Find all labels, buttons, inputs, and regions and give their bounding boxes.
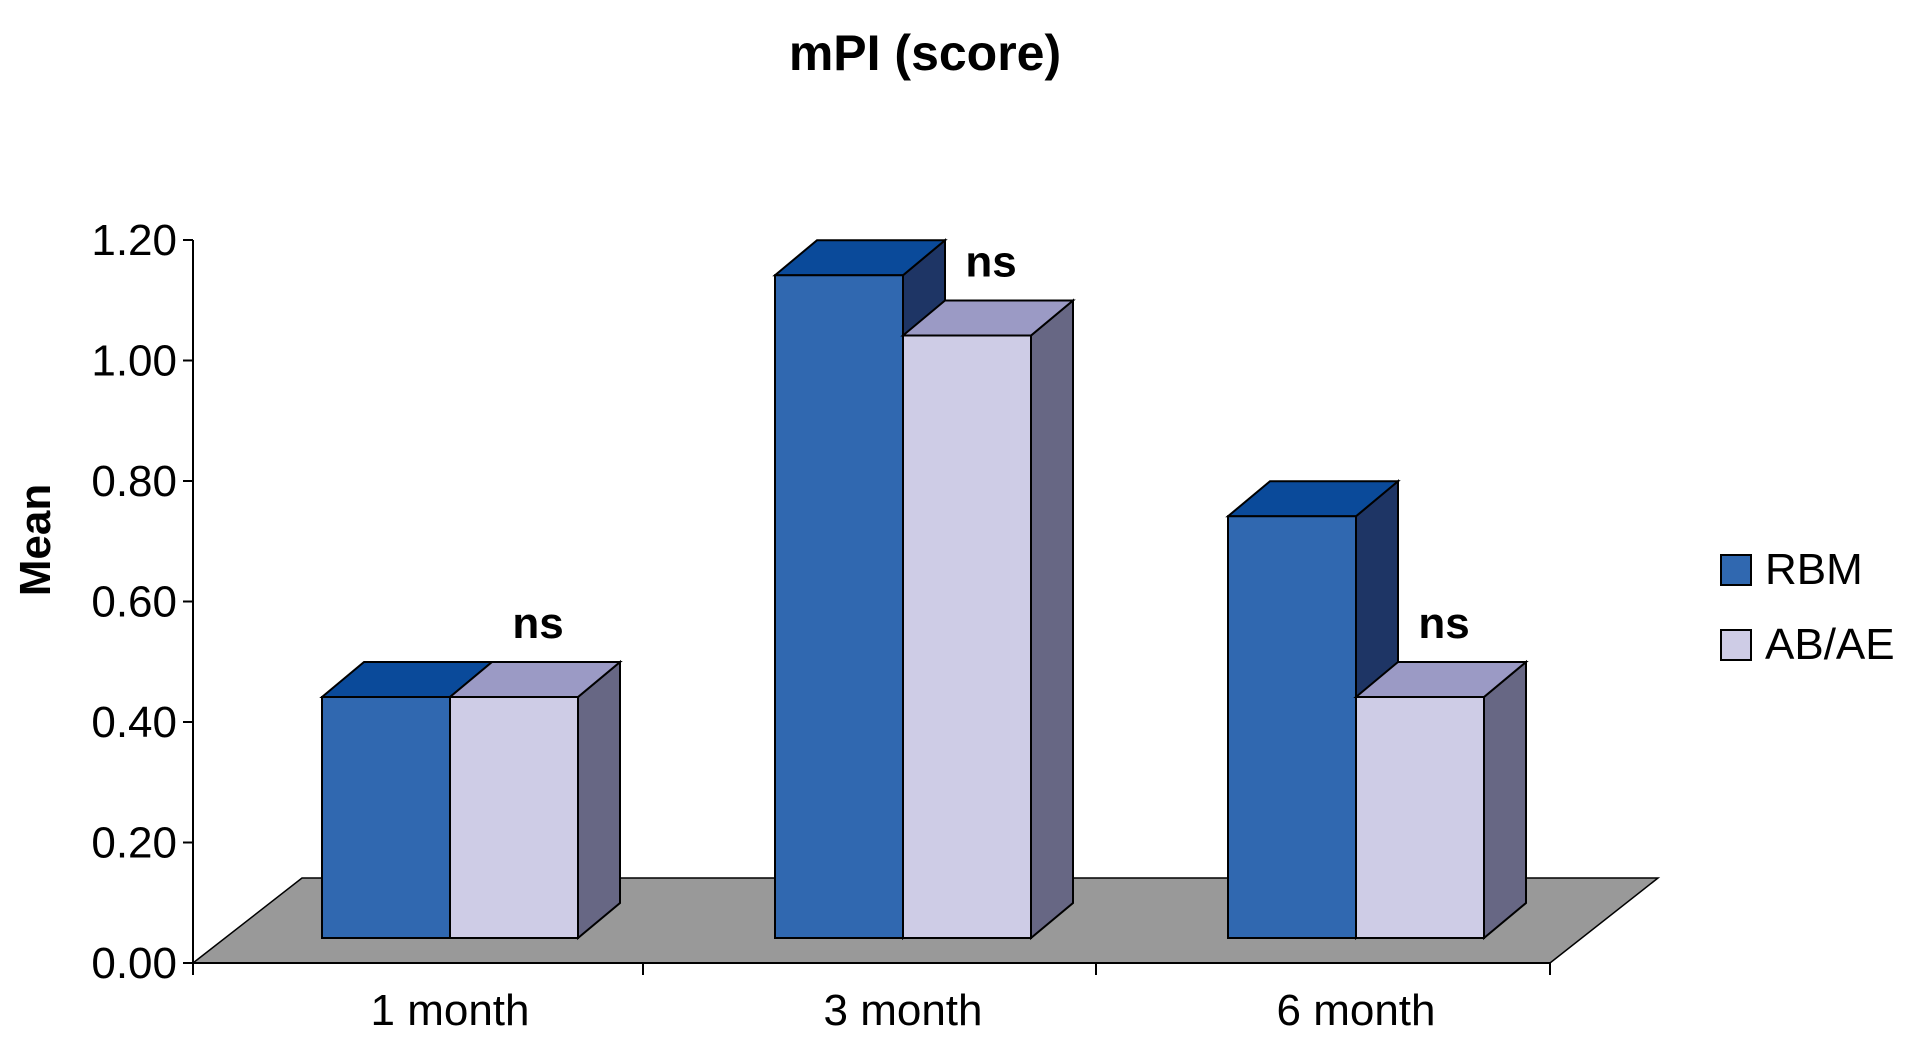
legend-label: RBM: [1765, 545, 1863, 594]
y-tick-label: 0.20: [91, 819, 177, 868]
x-tick-label: 3 month: [824, 986, 983, 1035]
bar-front-face: [449, 696, 579, 939]
y-tick-label: 0.00: [91, 939, 177, 988]
legend-swatch: [1720, 554, 1752, 586]
bar-side-face: [1483, 659, 1527, 941]
y-tick-label: 0.60: [91, 578, 177, 627]
bar-front-face: [1227, 515, 1357, 939]
x-tick-label: 6 month: [1277, 986, 1436, 1035]
significance-label: ns: [1418, 599, 1469, 648]
significance-label: ns: [512, 599, 563, 648]
bar-front-face: [774, 274, 904, 939]
y-tick-label: 1.00: [91, 337, 177, 386]
y-tick-label: 0.80: [91, 457, 177, 506]
legend-swatch: [1720, 629, 1752, 661]
significance-label: ns: [965, 238, 1016, 287]
legend-item-ab-ae: AB/AE: [1720, 620, 1895, 669]
bar-front-face: [1355, 696, 1485, 939]
bar-front-face: [902, 334, 1032, 939]
legend-label: AB/AE: [1765, 620, 1895, 669]
bar-side-face: [577, 659, 621, 941]
y-tick-label: 1.20: [91, 216, 177, 265]
y-axis-label: Mean: [11, 484, 60, 596]
chart-title: mPI (score): [789, 25, 1061, 81]
bar-ab-ae: [900, 298, 1076, 941]
bar-ab-ae: [1353, 659, 1529, 941]
bar-side-face: [1030, 298, 1074, 941]
legend-item-rbm: RBM: [1720, 545, 1863, 594]
x-tick-label: 1 month: [371, 986, 530, 1035]
y-tick-label: 0.40: [91, 698, 177, 747]
bar-ab-ae: [447, 659, 623, 941]
bar-front-face: [321, 696, 451, 939]
